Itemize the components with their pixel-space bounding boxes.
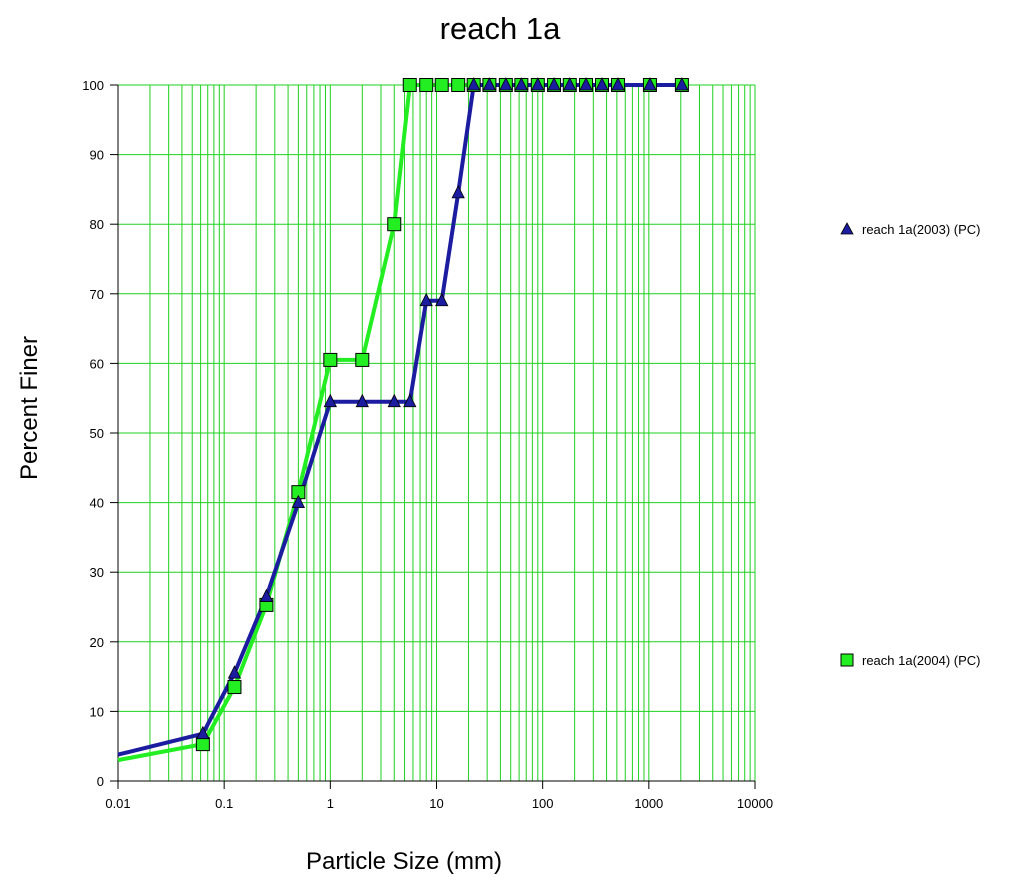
legend-marker-square [840,653,854,667]
data-point-triangle [675,77,689,91]
data-point-square [355,352,370,367]
data-point-square [387,217,402,232]
data-point-triangle [355,393,369,408]
data-point-triangle [547,77,561,91]
data-point-triangle [482,77,497,91]
data-point-triangle [291,494,306,509]
chart-title: reach 1a [440,11,561,46]
data-point-triangle [531,77,545,91]
y-tick-label: 60 [90,356,104,371]
grid [118,84,756,781]
y-tick-label: 40 [90,496,104,511]
legend-marker-triangle [840,222,854,235]
x-tick-labels: 0.01 0.1 1 10 100 1000 10000 [105,796,773,811]
data-point-triangle [323,393,337,408]
data-point-triangle [196,725,210,740]
axes [110,84,756,789]
y-tick-label: 70 [90,287,104,302]
data-point-square [451,78,466,92]
data-point-triangle [611,77,625,91]
x-tick-label: 0.1 [215,796,233,811]
y-tick-label: 80 [90,217,104,232]
x-tick-label: 10000 [737,796,773,811]
y-axis-label: Percent Finer [16,336,43,480]
x-tick-label: 0.01 [105,796,130,811]
series-line-1 [117,83,682,763]
x-tick-label: 10 [429,796,443,811]
legend: reach 1a(2003) (PC) reach 1a(2004) (PC) [840,222,981,668]
x-axis-label: Particle Size (mm) [306,848,502,875]
data-point-triangle [514,77,529,91]
y-tick-label: 90 [90,148,104,163]
data-point-triangle [579,77,593,91]
data-point-triangle [595,77,609,91]
legend-label: reach 1a(2003) (PC) [862,222,981,237]
legend-label: reach 1a(2004) (PC) [862,653,981,668]
data-point-square [227,680,242,695]
x-tick-label: 1000 [634,796,663,811]
data-point-triangle [499,77,513,91]
data-point-triangle [387,393,401,408]
series-group [117,77,689,763]
data-point-triangle [419,292,433,307]
y-tick-label: 20 [90,635,104,650]
data-point-triangle [643,77,657,91]
data-point-triangle [227,665,242,679]
data-point-triangle [259,588,274,602]
x-tick-label: 100 [532,796,554,811]
y-tick-label: 100 [82,78,104,93]
y-tick-label: 0 [97,774,104,789]
data-point-triangle [467,77,481,91]
data-point-square [195,737,210,752]
data-point-square [402,78,417,92]
y-tick-label: 30 [90,565,104,580]
data-point-square [323,352,338,367]
data-point-triangle [563,77,577,91]
y-tick-labels: 0 10 20 30 40 50 60 70 80 90 100 [82,78,104,789]
data-point-square [434,78,449,92]
y-tick-label: 50 [90,426,104,441]
y-tick-label: 10 [90,704,104,719]
x-tick-label: 1 [327,796,334,811]
data-point-triangle [435,292,449,307]
data-point-triangle [403,393,417,408]
data-point-square [419,78,434,92]
data-point-triangle [451,184,465,199]
